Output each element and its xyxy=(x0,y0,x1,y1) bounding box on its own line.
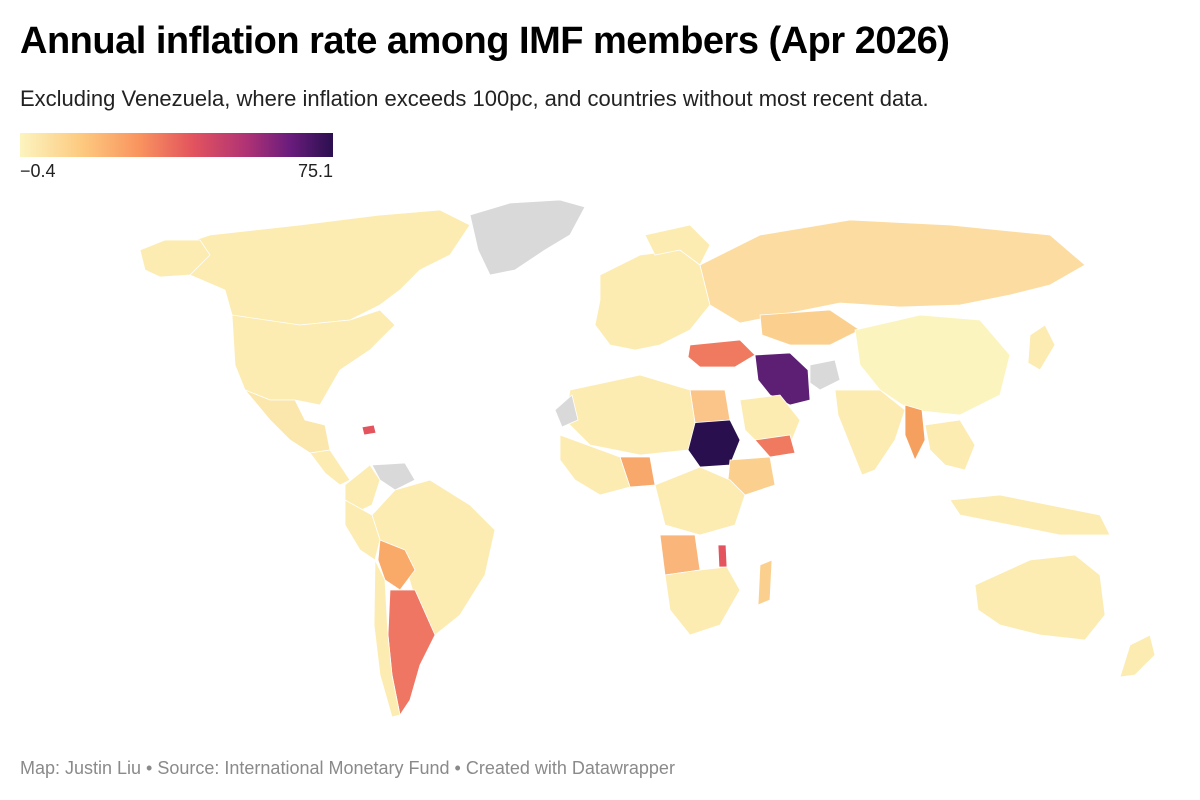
country-yemen[interactable] xyxy=(754,434,796,458)
footer-credit: Map: Justin Liu • Source: International … xyxy=(20,758,675,778)
country-usa[interactable] xyxy=(231,309,396,406)
country-west-africa[interactable] xyxy=(559,434,631,496)
chart-subtitle: Excluding Venezuela, where inflation exc… xyxy=(20,86,929,111)
country-central-africa[interactable] xyxy=(654,466,746,536)
country-japan[interactable] xyxy=(1027,324,1056,371)
world-map-svg xyxy=(139,199,1156,718)
country-mexico[interactable] xyxy=(244,389,331,454)
country-russia[interactable] xyxy=(699,219,1086,324)
country-malawi[interactable] xyxy=(717,544,728,568)
country-europe[interactable] xyxy=(594,249,711,351)
country-australia[interactable] xyxy=(974,554,1106,641)
country-alaska[interactable] xyxy=(139,239,211,278)
country-afghanistan[interactable] xyxy=(809,359,841,391)
country-canada[interactable] xyxy=(149,209,471,326)
country-western-sahara[interactable] xyxy=(554,394,579,428)
color-legend: −0.4 75.1 xyxy=(20,133,333,183)
country-egypt[interactable] xyxy=(689,389,731,424)
country-greenland[interactable] xyxy=(469,199,586,276)
country-myanmar[interactable] xyxy=(904,404,926,461)
country-se-asia[interactable] xyxy=(924,419,976,471)
country-india[interactable] xyxy=(834,389,906,476)
legend-gradient-bar xyxy=(20,133,333,157)
country-iran[interactable] xyxy=(754,352,811,406)
country-central-america[interactable] xyxy=(309,449,351,486)
country-kazakhstan[interactable] xyxy=(759,309,861,346)
country-indonesia[interactable] xyxy=(949,494,1111,536)
country-turkey[interactable] xyxy=(687,339,756,368)
country-china[interactable] xyxy=(854,314,1011,416)
country-southern-africa[interactable] xyxy=(664,566,741,636)
country-haiti[interactable] xyxy=(361,424,377,436)
country-venezuela[interactable] xyxy=(371,462,416,491)
country-ethiopia[interactable] xyxy=(727,456,776,496)
world-map[interactable] xyxy=(0,195,1200,735)
chart-title: Annual inflation rate among IMF members … xyxy=(20,20,950,62)
country-angola[interactable] xyxy=(659,534,701,576)
country-chile[interactable] xyxy=(373,559,401,718)
country-new-zealand[interactable] xyxy=(1119,634,1156,678)
legend-labels: −0.4 75.1 xyxy=(20,157,333,183)
legend-max-label: 75.1 xyxy=(297,161,333,181)
country-north-africa[interactable] xyxy=(564,374,696,456)
legend-min-label: −0.4 xyxy=(20,161,56,181)
country-madagascar[interactable] xyxy=(757,559,773,606)
